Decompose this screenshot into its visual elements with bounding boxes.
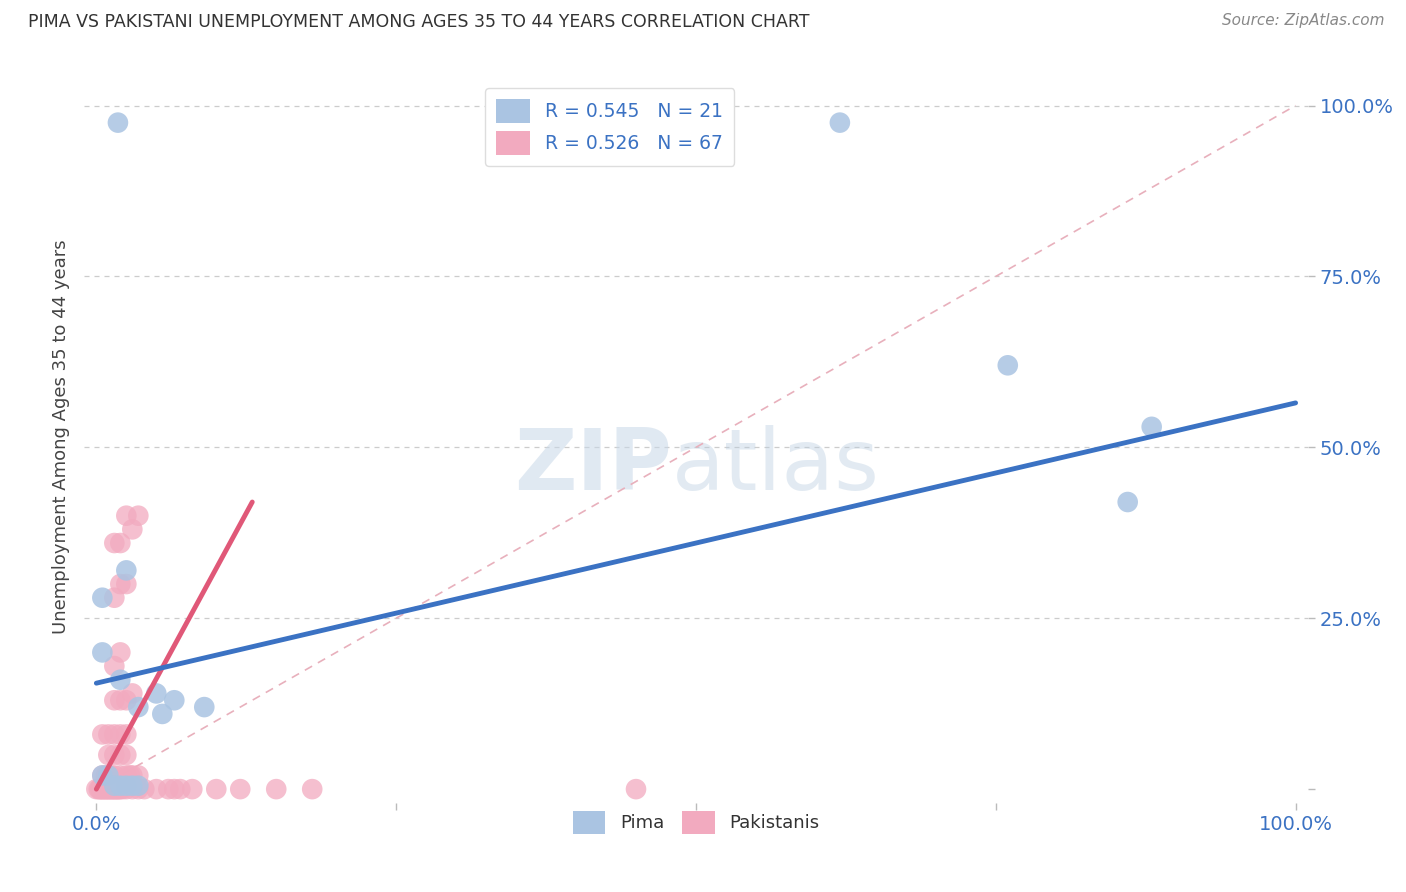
Point [93,782,117,797]
Point [115,563,138,577]
Point [264,782,287,797]
Point [94,768,117,782]
Point [115,747,138,762]
Point [115,693,138,707]
Text: atlas: atlas [672,425,880,508]
Point [127,782,149,797]
Point [110,577,132,591]
Point [110,673,132,687]
Point [110,693,132,707]
Point [169,782,191,797]
Point [110,645,132,659]
Point [97,747,120,762]
Point [121,782,143,797]
Point [997,359,1019,373]
Point [193,700,215,714]
Point [110,782,132,797]
Point [121,768,143,782]
Point [103,768,125,782]
Point [107,115,129,129]
Point [97,768,120,782]
Point [90,782,112,797]
Point [134,782,156,797]
Point [1116,495,1139,509]
Point [229,782,252,797]
Point [121,779,143,793]
Point [115,779,138,793]
Point [103,779,125,793]
Point [163,782,186,797]
Point [118,768,141,782]
Point [89,782,111,797]
Point [100,768,122,782]
Point [108,782,131,797]
Point [205,782,228,797]
Point [105,782,128,797]
Point [624,782,647,797]
Point [100,782,122,797]
Point [94,782,117,797]
Point [121,686,143,700]
Point [91,768,114,782]
Point [145,686,167,700]
Point [103,747,125,762]
Point [101,782,124,797]
Point [115,727,138,741]
Point [127,700,149,714]
Legend: Pima, Pakistanis: Pima, Pakistanis [562,800,830,845]
Point [103,727,125,741]
Point [97,782,120,797]
Point [103,659,125,673]
Point [87,782,110,797]
Point [103,591,125,605]
Text: PIMA VS PAKISTANI UNEMPLOYMENT AMONG AGES 35 TO 44 YEARS CORRELATION CHART: PIMA VS PAKISTANI UNEMPLOYMENT AMONG AGE… [28,13,810,31]
Point [181,782,204,797]
Point [103,693,125,707]
Point [127,779,149,793]
Point [115,577,138,591]
Point [150,706,173,721]
Point [103,782,125,797]
Point [91,782,114,797]
Point [97,727,120,741]
Point [98,782,121,797]
Point [107,782,129,797]
Point [157,782,180,797]
Point [163,693,186,707]
Point [121,522,143,536]
Y-axis label: Unemployment Among Ages 35 to 44 years: Unemployment Among Ages 35 to 44 years [52,240,70,634]
Point [301,782,323,797]
Point [127,508,149,523]
Point [91,591,114,605]
Point [91,727,114,741]
Point [101,782,124,797]
Point [91,768,114,782]
Point [110,779,132,793]
Text: Source: ZipAtlas.com: Source: ZipAtlas.com [1222,13,1385,29]
Point [110,747,132,762]
Point [96,782,118,797]
Point [115,768,138,782]
Point [1140,420,1163,434]
Point [103,536,125,550]
Point [110,768,132,782]
Point [110,727,132,741]
Point [110,536,132,550]
Point [115,782,138,797]
Point [115,508,138,523]
Point [145,782,167,797]
Point [86,782,108,797]
Text: ZIP: ZIP [513,425,672,508]
Point [104,782,127,797]
Point [828,115,851,129]
Point [93,782,115,797]
Point [111,782,134,797]
Point [91,645,114,659]
Point [127,768,149,782]
